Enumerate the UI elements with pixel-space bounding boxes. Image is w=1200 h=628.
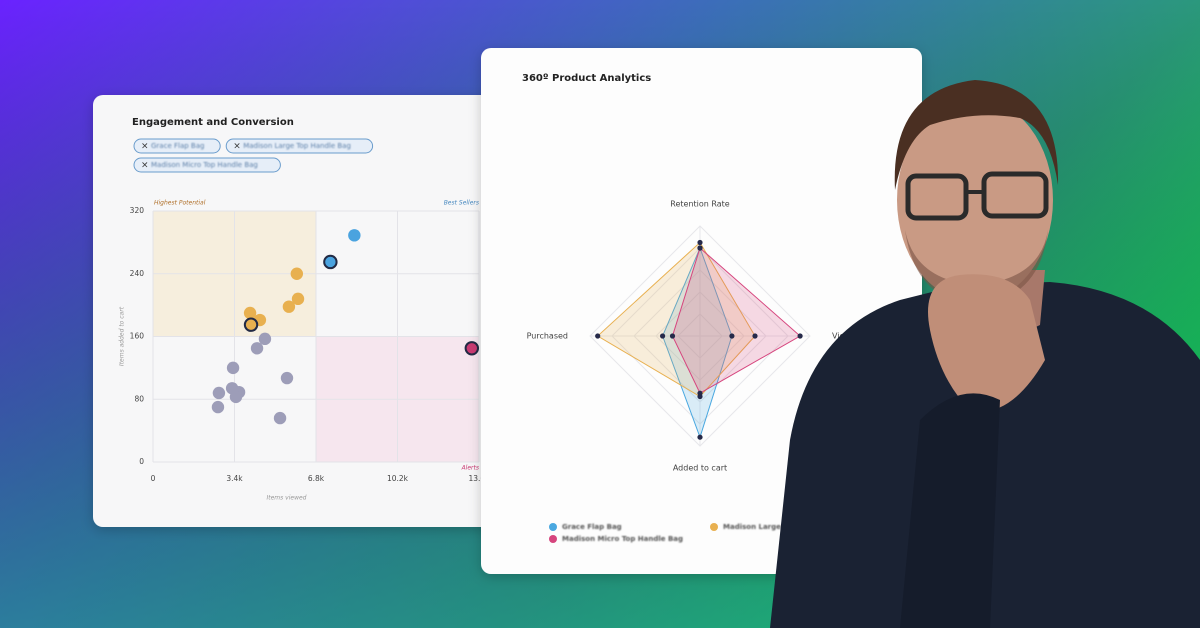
point [290,267,304,280]
point [212,386,226,400]
y-tick-label: 320 [130,206,145,215]
quadrant-label: Highest Potential [154,200,206,207]
point [229,390,243,404]
glasses-left [905,173,969,221]
card-title: Engagement and Conversion [132,117,294,128]
legend-chip: × Madison Large Top Handle Bag [225,138,374,154]
point [243,306,257,320]
chip-box [133,138,221,154]
y-tick-label: 80 [134,394,144,403]
point [348,229,361,242]
point [464,341,480,356]
radar-point [660,333,666,339]
x-tick-label: 3.4k [226,474,243,483]
legend-label: Grace Flap Bag [562,523,622,531]
legend-label: Madison Micro Top Handle Bag [562,535,683,543]
point [226,361,240,375]
legend-label: Madison Large Top Handle Bag [243,142,351,150]
y-tick-label: 0 [139,457,144,466]
point [250,342,264,355]
x-tick-label: 0 [151,474,156,483]
axis-label: Purchased [527,332,568,341]
quadrant-label: Best Sellers [444,200,479,207]
chip-close: × [141,161,149,171]
y-tick-label: 160 [130,332,145,341]
point [280,371,294,385]
face [897,98,1053,302]
legend-swatch [549,523,557,531]
point [243,317,259,332]
x-axis-title: Items viewed [266,495,306,502]
person [770,80,1200,628]
radar-point [697,390,703,396]
chip-box [225,138,374,154]
point [282,300,296,313]
y-axis-title: Items added to cart [119,306,126,366]
card-title: 360º Product Analytics [522,73,651,84]
radar-point [752,333,758,339]
radar-point [669,333,676,339]
point [323,254,338,270]
x-tick-label: 10.2k [387,474,409,483]
hand [928,274,1045,412]
chip-box [133,157,281,173]
radar-point [697,239,703,246]
chip-close: × [233,142,241,152]
radar-point [797,333,803,339]
point [291,292,305,306]
radar-point [697,245,703,251]
radar-point [729,333,735,339]
legend-swatch [549,535,557,543]
legend-label: Madison Micro Top Handle Bag [151,161,258,169]
radar-point [595,333,601,339]
legend-chip: × Grace Flap Bag [133,138,221,154]
y-tick-label: 240 [130,269,145,278]
scatter-card: Engagement and Conversion × Grace Flap Ba… [93,95,513,527]
axis-label: Added to cart [673,464,727,473]
arm [900,393,1000,628]
quadrant-label: Alerts [461,465,479,472]
x-tick-label: 6.8k [308,474,325,483]
glasses-right [981,171,1049,219]
legend-swatch [710,523,718,531]
point [211,400,225,414]
legend-chip: × Madison Micro Top Handle Bag [133,157,281,173]
radar-point [697,434,703,440]
hair [894,80,1059,190]
chip-close: × [141,142,149,152]
legend-label: Grace Flap Bag [151,142,204,150]
point [258,332,272,346]
axis-label: Retention Rate [670,200,730,209]
x-tick-label: 13.6k [468,474,490,483]
point [273,411,287,425]
